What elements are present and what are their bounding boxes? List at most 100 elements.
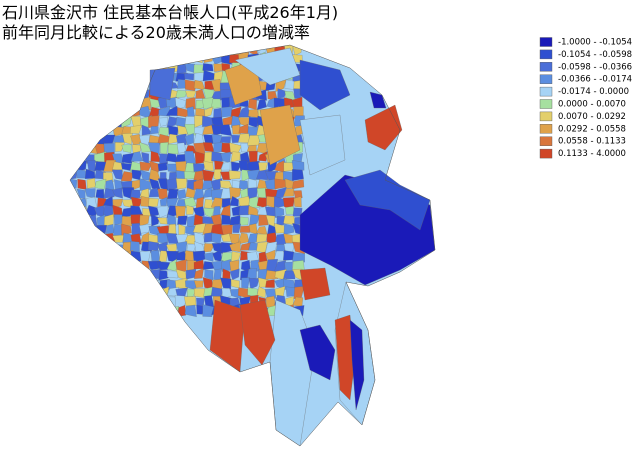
district xyxy=(85,98,98,110)
district xyxy=(176,133,187,146)
district xyxy=(130,196,143,207)
district xyxy=(276,216,286,226)
district xyxy=(229,268,240,280)
district xyxy=(112,287,124,298)
district xyxy=(223,45,232,56)
district xyxy=(248,278,260,290)
district xyxy=(130,61,143,74)
district xyxy=(221,142,232,155)
district xyxy=(184,296,197,306)
district xyxy=(59,142,69,153)
district xyxy=(204,269,214,281)
district xyxy=(87,271,97,280)
district xyxy=(76,214,88,227)
district xyxy=(70,260,77,272)
district xyxy=(193,188,205,200)
district xyxy=(76,135,88,146)
district xyxy=(130,91,141,99)
district xyxy=(149,45,162,55)
district xyxy=(111,91,124,100)
district xyxy=(130,107,141,117)
district xyxy=(157,233,169,245)
district xyxy=(76,116,89,127)
district xyxy=(103,98,116,110)
district xyxy=(157,217,168,225)
district xyxy=(102,69,115,82)
district xyxy=(285,286,296,297)
district xyxy=(121,223,132,236)
district xyxy=(104,304,115,316)
district xyxy=(214,160,224,172)
district xyxy=(96,72,107,83)
district xyxy=(221,106,233,118)
district xyxy=(130,189,142,199)
district xyxy=(149,67,176,101)
district xyxy=(299,267,331,301)
district xyxy=(70,88,79,98)
district xyxy=(104,252,116,263)
district xyxy=(122,45,132,54)
district xyxy=(186,205,194,215)
district xyxy=(184,79,197,92)
district xyxy=(88,81,97,91)
district xyxy=(177,189,187,200)
district xyxy=(140,279,150,290)
district xyxy=(60,115,68,127)
district xyxy=(292,252,305,263)
district xyxy=(121,285,133,298)
district xyxy=(60,43,69,54)
map-regions xyxy=(149,47,436,447)
district xyxy=(139,45,151,56)
district xyxy=(121,144,132,153)
district xyxy=(131,144,141,154)
district xyxy=(58,82,69,91)
district xyxy=(97,243,106,254)
district xyxy=(141,61,152,74)
district xyxy=(239,225,252,233)
district xyxy=(157,162,168,172)
district xyxy=(132,52,143,65)
district xyxy=(239,299,276,366)
district xyxy=(202,304,215,317)
district xyxy=(87,52,96,65)
district xyxy=(203,243,215,253)
district xyxy=(157,45,170,55)
district xyxy=(105,224,115,234)
district xyxy=(94,117,106,127)
district xyxy=(165,45,179,55)
district xyxy=(113,52,124,64)
district xyxy=(149,126,159,135)
legend-label: 0.0070 - 0.0292 xyxy=(558,112,626,122)
district xyxy=(156,261,170,271)
district xyxy=(105,289,117,296)
district xyxy=(369,91,387,109)
district xyxy=(86,62,98,74)
district xyxy=(85,135,98,144)
district xyxy=(256,169,269,181)
district xyxy=(70,295,80,308)
district xyxy=(112,304,125,315)
district xyxy=(70,231,80,243)
legend-label: -0.0366 - -0.0174 xyxy=(558,75,632,85)
district xyxy=(230,134,242,143)
district xyxy=(344,169,431,231)
legend-swatch xyxy=(539,74,553,84)
district xyxy=(59,180,69,189)
district xyxy=(70,241,72,254)
district xyxy=(70,133,80,146)
district xyxy=(102,261,116,271)
district xyxy=(70,187,71,199)
district xyxy=(121,271,134,281)
district xyxy=(76,294,89,307)
district xyxy=(122,259,132,270)
district xyxy=(248,109,260,118)
district xyxy=(78,241,88,254)
district xyxy=(76,71,89,81)
district xyxy=(112,97,124,110)
district xyxy=(159,196,168,206)
district xyxy=(59,88,70,100)
district xyxy=(211,197,224,209)
district xyxy=(175,97,187,110)
district xyxy=(248,196,260,208)
